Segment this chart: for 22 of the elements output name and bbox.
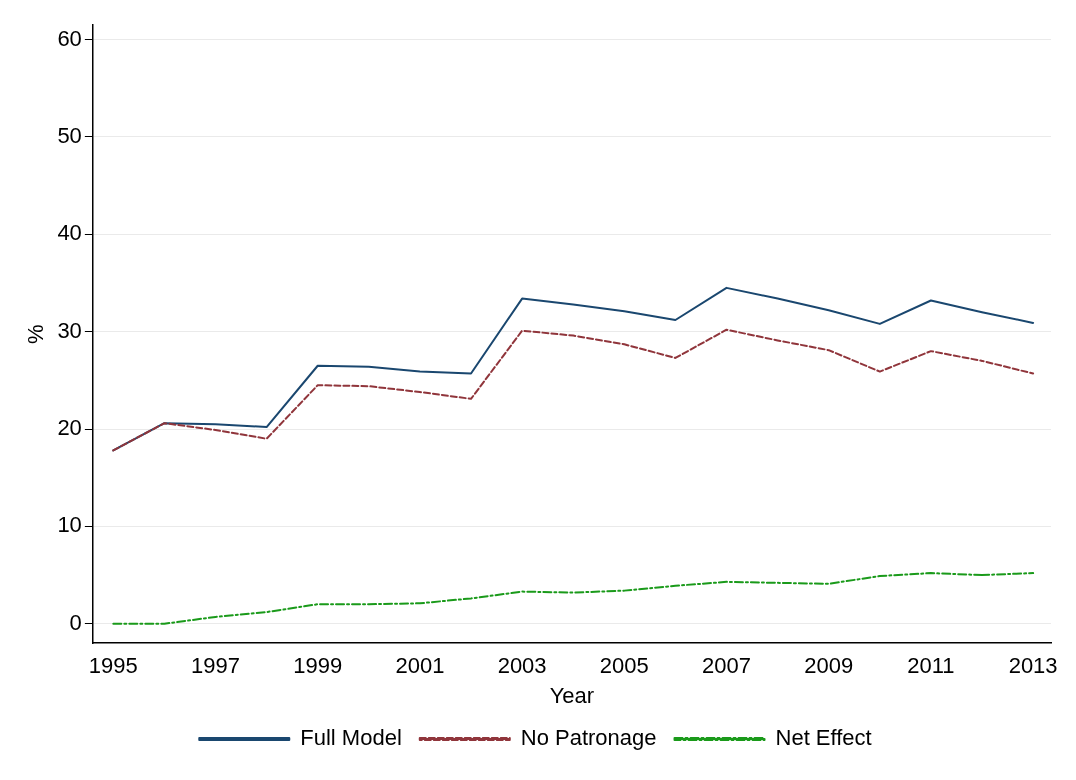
y-tick-label: 30 [57,317,82,343]
x-tick-label: 1995 [88,653,138,679]
y-tick-label: 20 [57,415,82,441]
x-tick-label: 2007 [702,653,751,679]
y-tick-label: 60 [57,25,82,51]
x-tick-label: 2009 [804,653,854,679]
x-tick-label: 1997 [191,653,240,679]
y-tick-label: 40 [57,220,82,246]
y-axis-title: % [23,324,49,344]
y-tick-label: 0 [69,609,82,635]
x-tick-label: 2001 [395,653,445,679]
x-tick-label: 2003 [497,653,547,679]
y-tick-label: 10 [57,512,82,538]
y-tick-label: 50 [57,123,82,149]
x-axis-title: Year [549,682,595,708]
legend-label: No Patronage [520,725,657,751]
x-tick-label: 1999 [293,653,343,679]
legend-label: Full Model [300,725,402,751]
x-tick-label: 2011 [907,653,955,679]
legend-label: Net Effect [775,725,872,751]
x-tick-label: 2005 [599,653,649,679]
x-tick-label: 2013 [1008,653,1058,679]
